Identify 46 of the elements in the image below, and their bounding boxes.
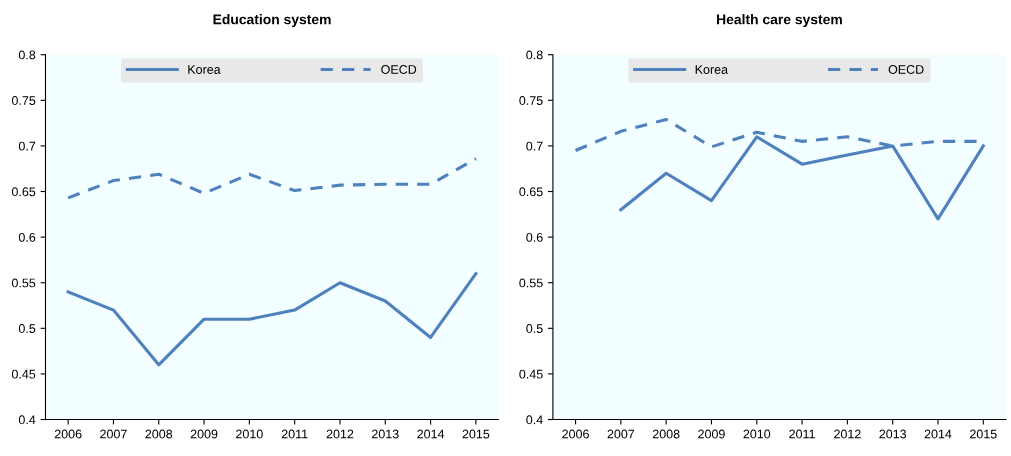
y-tick-label: 0.45 bbox=[11, 369, 36, 379]
y-tick-label: 0.75 bbox=[11, 96, 36, 105]
x-tick-label: 2008 bbox=[652, 429, 680, 439]
legend-label: Korea bbox=[188, 65, 221, 74]
y-tick-label: 0.7 bbox=[526, 141, 543, 151]
x-tick-label: 2007 bbox=[607, 429, 635, 439]
x-tick-label: 2010 bbox=[743, 429, 771, 439]
y-tick-label: 0.6 bbox=[526, 232, 543, 242]
x-tick-label: 2007 bbox=[100, 429, 127, 439]
x-tick-label: 2010 bbox=[236, 429, 263, 439]
x-tick-label: 2015 bbox=[462, 429, 490, 439]
legend-label: OECD bbox=[888, 65, 924, 74]
y-tick-label: 0.45 bbox=[519, 369, 543, 379]
legend-label: Korea bbox=[695, 65, 729, 74]
y-tick-label: 0.55 bbox=[11, 278, 36, 288]
y-tick-label: 0.65 bbox=[519, 187, 543, 197]
x-tick-label: 2013 bbox=[879, 429, 907, 439]
x-tick-label: 2006 bbox=[54, 429, 82, 439]
y-tick-label: 0.55 bbox=[519, 278, 543, 288]
x-tick-label: 2014 bbox=[417, 429, 445, 439]
x-tick-label: 2015 bbox=[970, 429, 997, 439]
x-tick-label: 2012 bbox=[834, 429, 861, 439]
y-tick-label: 0.65 bbox=[11, 187, 36, 197]
x-tick-label: 2014 bbox=[924, 429, 952, 439]
x-tick-label: 2011 bbox=[281, 429, 308, 439]
y-tick-label: 0.5 bbox=[18, 324, 36, 333]
y-tick-label: 0.8 bbox=[18, 50, 36, 60]
line-series bbox=[66, 272, 478, 367]
line-series bbox=[66, 157, 478, 200]
y-tick-label: 0.4 bbox=[18, 415, 36, 425]
y-tick-label: 0.8 bbox=[526, 50, 543, 60]
x-tick-label: 2006 bbox=[562, 429, 589, 439]
chart-title: Education system bbox=[213, 14, 331, 28]
x-tick-label: 2009 bbox=[190, 429, 218, 439]
x-tick-label: 2011 bbox=[789, 429, 815, 439]
y-tick-label: 0.6 bbox=[18, 232, 36, 242]
x-tick-label: 2009 bbox=[698, 429, 725, 439]
x-tick-label: 2012 bbox=[326, 429, 354, 439]
legend-label: OECD bbox=[381, 65, 417, 74]
x-tick-label: 2008 bbox=[145, 429, 173, 439]
y-tick-label: 0.7 bbox=[18, 141, 36, 151]
y-tick-label: 0.4 bbox=[526, 415, 543, 425]
y-tick-label: 0.5 bbox=[526, 324, 543, 333]
chart-title: Health care system bbox=[717, 14, 842, 28]
x-tick-label: 2013 bbox=[372, 429, 399, 439]
y-tick-label: 0.75 bbox=[519, 96, 543, 105]
